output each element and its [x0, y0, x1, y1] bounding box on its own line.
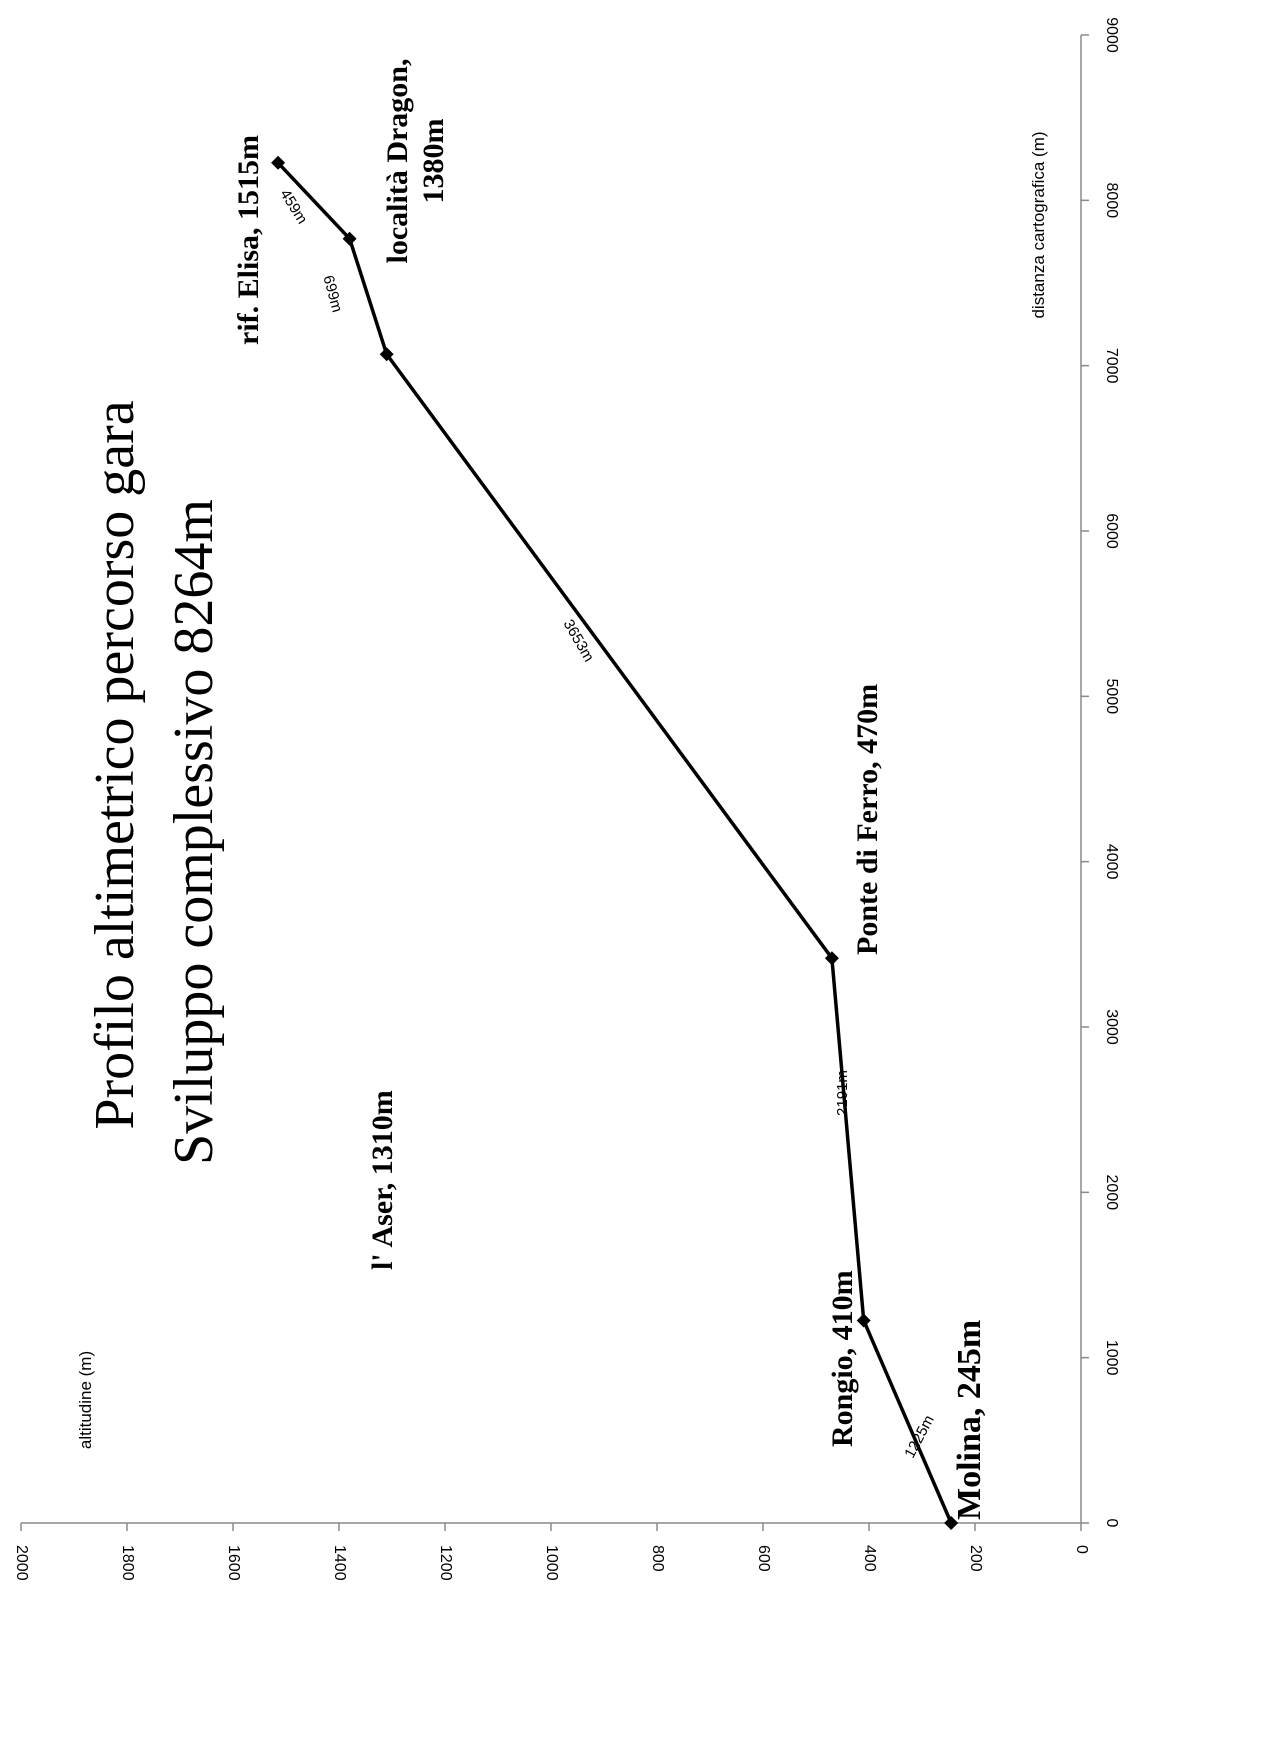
data-point — [342, 231, 357, 246]
y-tick-label: 1800 — [119, 1545, 136, 1581]
chart-titles: Profilo altimetrico percorso gara Svilup… — [76, 131, 1048, 1449]
y-axis-title: altitudine (m) — [76, 1351, 95, 1449]
chart-series — [271, 155, 959, 1530]
y-tick-label: 1000 — [543, 1545, 560, 1581]
segment-length-label: 699m — [319, 274, 345, 315]
y-tick-label: 200 — [967, 1545, 984, 1572]
data-point — [271, 155, 286, 170]
x-tick-label: 5000 — [1103, 679, 1120, 715]
data-point — [379, 347, 394, 362]
profile-line — [276, 161, 953, 1524]
y-tick-label: 1600 — [225, 1545, 242, 1581]
point-label: l' Aser, 1310m — [366, 1090, 399, 1270]
x-tick-label: 8000 — [1103, 183, 1120, 219]
data-point — [944, 1516, 959, 1530]
x-tick-label: 2000 — [1103, 1175, 1120, 1211]
point-label: Ponte di Ferro, 470m — [851, 684, 884, 955]
chart-title-line-2: Sviluppo complessivo 8264m — [163, 499, 225, 1165]
y-tick-label: 600 — [755, 1545, 772, 1572]
data-point — [856, 1313, 871, 1328]
point-label: Rongio, 410m — [826, 1270, 859, 1447]
x-tick-label: 9000 — [1103, 17, 1120, 53]
x-tick-label: 0 — [1103, 1519, 1120, 1528]
chart-axes: 0 1000 2000 3000 4000 5000 6000 7000 8000 9000 0 20… — [13, 17, 1120, 1580]
y-tick-label: 800 — [649, 1545, 666, 1572]
chart-title-line-1: Profilo altimetrico percorso gara — [84, 400, 146, 1129]
segment-length-label: 3653m — [560, 617, 598, 665]
point-label: località Dragon, 1380m — [381, 59, 450, 264]
y-tick-label: 1200 — [437, 1545, 454, 1581]
y-tick-label: 1400 — [331, 1545, 348, 1581]
x-tick-label: 6000 — [1103, 513, 1120, 549]
x-tick-label: 3000 — [1103, 1009, 1120, 1045]
x-axis-title: distanza cartografica (m) — [1029, 131, 1048, 318]
data-point — [824, 951, 839, 966]
y-tick-label: 400 — [861, 1545, 878, 1572]
x-tick-label: 4000 — [1103, 844, 1120, 880]
chart-labels: Molina, 245m Rongio, 410m Ponte di Ferro, … — [232, 59, 988, 1520]
point-label: Molina, 245m — [951, 1320, 988, 1520]
y-tick-label: 2000 — [13, 1545, 30, 1581]
segment-length-label: 2191m — [834, 1070, 851, 1116]
point-label: rif. Elisa, 1515m — [232, 135, 265, 345]
x-tick-label: 1000 — [1103, 1340, 1120, 1376]
x-tick-label: 7000 — [1103, 348, 1120, 384]
y-tick-label: 0 — [1073, 1545, 1090, 1554]
